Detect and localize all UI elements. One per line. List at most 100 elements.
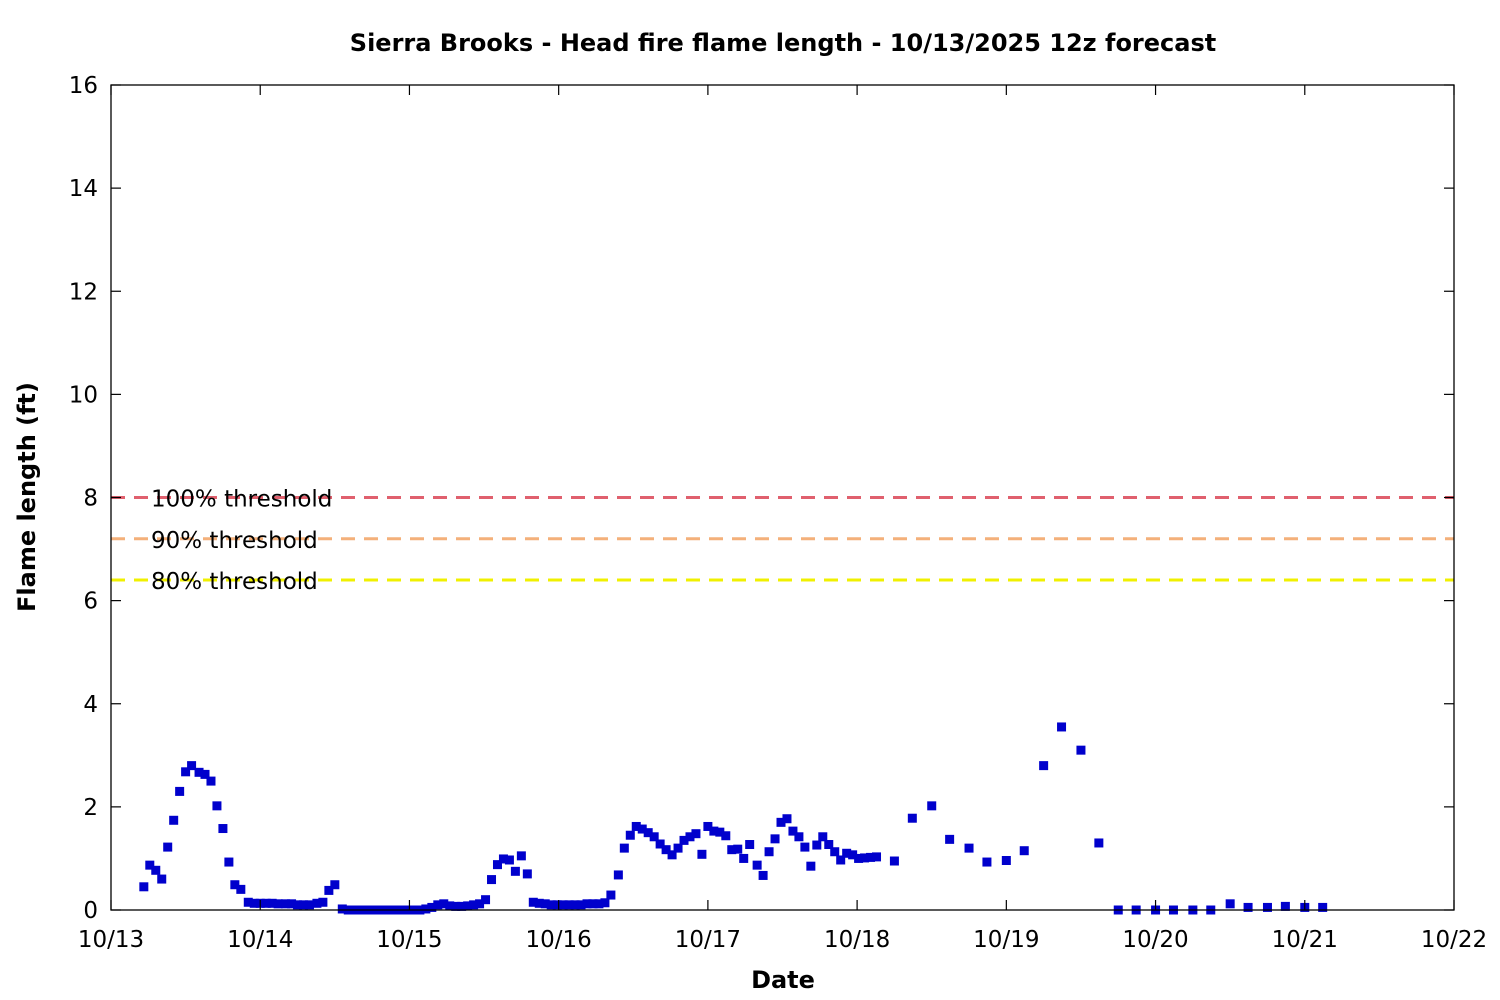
data-point [206, 776, 216, 786]
data-point [697, 849, 707, 859]
data-point [224, 857, 234, 867]
x-axis-label: Date [751, 966, 815, 994]
data-point [330, 880, 340, 890]
y-tick-label: 0 [83, 898, 98, 924]
data-point [788, 826, 798, 836]
data-point [679, 835, 689, 845]
data-points [139, 722, 1328, 915]
data-point [169, 815, 179, 825]
data-point [764, 847, 774, 857]
data-point [1039, 761, 1049, 771]
data-point [487, 875, 497, 885]
axis-ticks: 0 2 4 6 8 10 12 14 16 10/13 10/14 10/15 10/16 10/17 10… [69, 73, 1487, 953]
threshold-label: 90% threshold [151, 528, 318, 554]
data-point [824, 840, 834, 850]
data-point [510, 866, 520, 876]
x-tick-label: 10/16 [526, 927, 592, 953]
data-point [945, 834, 955, 844]
data-point [1243, 902, 1253, 912]
data-point [236, 884, 246, 894]
data-point [463, 901, 473, 911]
data-point [175, 786, 185, 796]
data-point [439, 899, 449, 909]
threshold-lines [111, 496, 1454, 582]
data-point [606, 890, 616, 900]
data-point [927, 801, 937, 811]
data-point [218, 824, 228, 834]
data-point [1262, 902, 1272, 912]
data-point [546, 900, 556, 910]
data-point [649, 832, 659, 842]
y-tick-label: 10 [69, 382, 98, 408]
data-point [1280, 901, 1290, 911]
data-point [481, 895, 491, 905]
threshold-labels: 100% threshold 90% threshold 80% threshold [151, 487, 332, 596]
data-point [281, 899, 291, 909]
data-point [727, 845, 737, 855]
data-point [1225, 899, 1235, 909]
data-point [145, 860, 155, 870]
data-point [504, 855, 514, 865]
data-point [776, 817, 786, 827]
data-point [643, 828, 653, 838]
data-point [200, 769, 210, 779]
data-point [907, 813, 917, 823]
data-point [745, 840, 755, 850]
x-tick-label: 10/18 [824, 927, 890, 953]
data-point [842, 848, 852, 858]
x-tick-label: 10/15 [376, 927, 442, 953]
data-point [492, 860, 502, 870]
data-point [181, 767, 191, 777]
data-point [151, 865, 161, 875]
data-point [685, 832, 695, 842]
data-point [1001, 856, 1011, 865]
data-point [451, 901, 461, 911]
data-point [661, 845, 671, 855]
data-point [570, 900, 580, 910]
data-point [836, 855, 846, 865]
data-point [421, 904, 431, 914]
data-point [273, 899, 283, 909]
data-point [540, 899, 550, 909]
data-point [1094, 838, 1104, 848]
data-point [631, 821, 641, 831]
data-point [427, 902, 437, 912]
x-tick-label: 10/21 [1272, 927, 1338, 953]
data-point [588, 899, 598, 909]
chart-title: Sierra Brooks - Head fire flame length -… [350, 29, 1216, 57]
data-point [528, 897, 538, 907]
data-point [818, 832, 828, 842]
data-point [860, 853, 870, 863]
x-tick-label: 10/14 [227, 927, 293, 953]
data-point [1057, 722, 1067, 732]
data-point [324, 885, 334, 895]
data-point [982, 857, 992, 867]
data-point [1019, 846, 1029, 856]
data-point [806, 861, 816, 871]
y-tick-label: 8 [83, 486, 98, 512]
data-point [298, 900, 308, 910]
data-point [703, 821, 713, 831]
x-tick-label: 10/17 [675, 927, 741, 953]
data-point [475, 899, 485, 909]
data-point [516, 851, 526, 861]
data-point [249, 898, 259, 908]
data-point [445, 901, 455, 911]
y-tick-label: 6 [83, 589, 98, 615]
data-point [709, 826, 719, 836]
data-point [667, 850, 677, 860]
data-point [673, 843, 683, 853]
y-tick-label: 12 [69, 279, 98, 305]
data-point [637, 824, 647, 834]
data-point [293, 900, 303, 910]
data-point [576, 900, 586, 910]
data-point [243, 897, 253, 907]
data-point [163, 842, 173, 852]
data-point [187, 761, 197, 771]
data-point [552, 900, 562, 910]
data-point [212, 801, 222, 811]
data-point [194, 767, 204, 777]
data-point [230, 880, 240, 890]
data-point [312, 898, 322, 908]
